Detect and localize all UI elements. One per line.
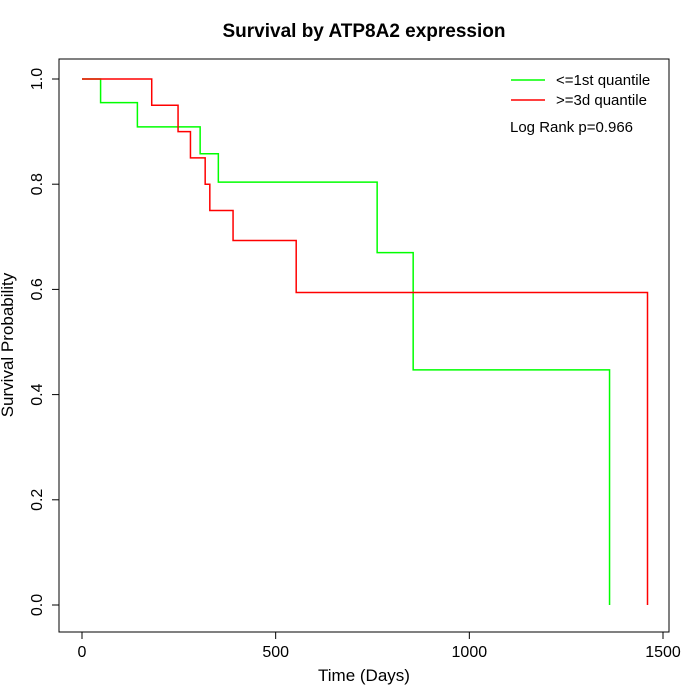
x-tick-label: 1500	[645, 644, 681, 661]
legend: <=1st quantile >=3d quantile	[511, 72, 650, 109]
series-layer	[82, 78, 649, 605]
series-line-1	[82, 78, 611, 605]
y-tick-label: 1.0	[29, 68, 46, 90]
legend-label-2: >=3d quantile	[556, 92, 647, 109]
y-tick-label: 0.6	[29, 278, 46, 300]
plot-frame	[58, 58, 670, 633]
y-axis-label: Survival Probability	[0, 272, 17, 417]
y-tick-label: 0.4	[29, 383, 46, 405]
x-axis-label: Time (Days)	[318, 666, 410, 685]
x-tick-label: 0	[78, 644, 87, 661]
y-axis: 0.0 0.2 0.4 0.6 0.8 1.0	[29, 68, 60, 616]
y-tick-label: 0.8	[29, 173, 46, 195]
legend-label-1: <=1st quantile	[556, 72, 650, 89]
y-tick-label: 0.2	[29, 489, 46, 511]
y-tick-label: 0.0	[29, 594, 46, 616]
chart-title: Survival by ATP8A2 expression	[222, 21, 505, 42]
log-rank-annotation: Log Rank p=0.966	[510, 119, 633, 136]
x-tick-label: 500	[262, 644, 289, 661]
series-line-2	[82, 78, 649, 605]
x-tick-label: 1000	[452, 644, 488, 661]
x-axis: 0 500 1000 1500	[78, 631, 681, 661]
